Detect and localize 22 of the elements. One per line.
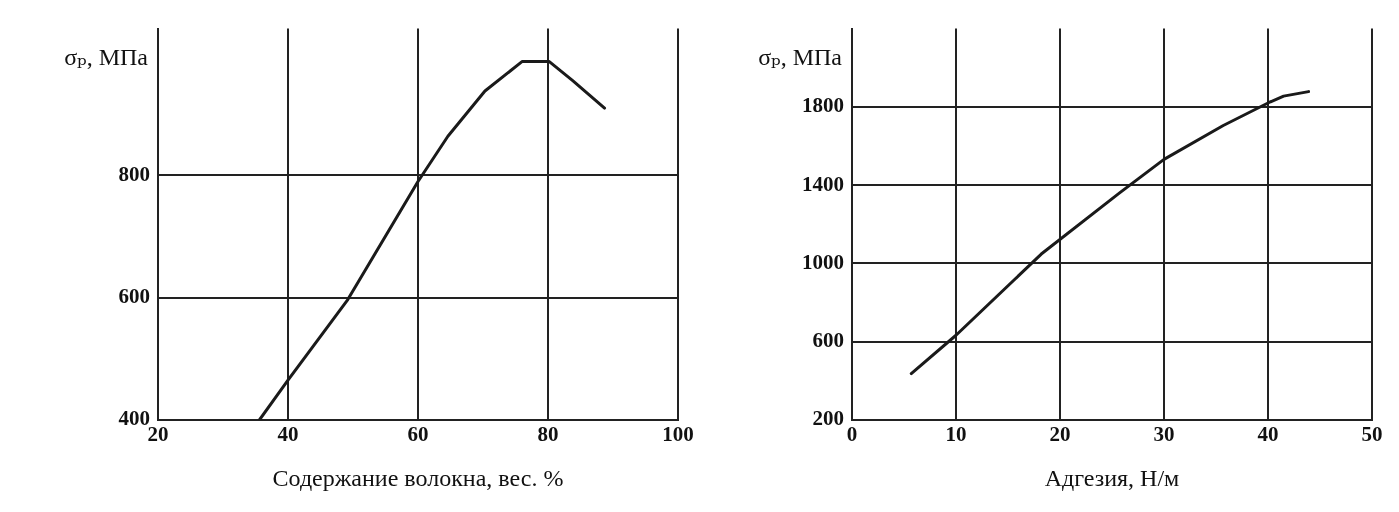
y-tick-label: 1400	[802, 171, 844, 196]
x-tick-label: 40	[1257, 422, 1279, 447]
y-tick-label: 200	[812, 406, 844, 431]
x-tick-label: 40	[277, 422, 299, 447]
y-axis-title: σₚ, МПа	[758, 43, 843, 70]
y-tick-label: 800	[118, 161, 150, 186]
x-tick-label: 50	[1361, 422, 1383, 447]
x-tick-label: 100	[662, 422, 694, 447]
y-axis-title: σₚ, МПа	[64, 43, 149, 70]
x-axis-title: Содержание волокна, вес. %	[272, 464, 564, 491]
x-tick-label: 80	[537, 422, 559, 447]
x-tick-label: 60	[407, 422, 429, 447]
y-tick-label: 1000	[802, 249, 844, 274]
x-tick-label: 30	[1153, 422, 1175, 447]
y-tick-label: 1800	[802, 93, 844, 118]
y-tick-label: 600	[118, 284, 150, 309]
x-tick-label: 0	[846, 422, 858, 447]
y-tick-label: 600	[812, 328, 844, 353]
x-tick-label: 20	[1049, 422, 1071, 447]
y-tick-label: 400	[118, 406, 150, 431]
x-axis-title: Адгезия, Н/м	[1044, 464, 1180, 491]
x-tick-label: 10	[945, 422, 967, 447]
